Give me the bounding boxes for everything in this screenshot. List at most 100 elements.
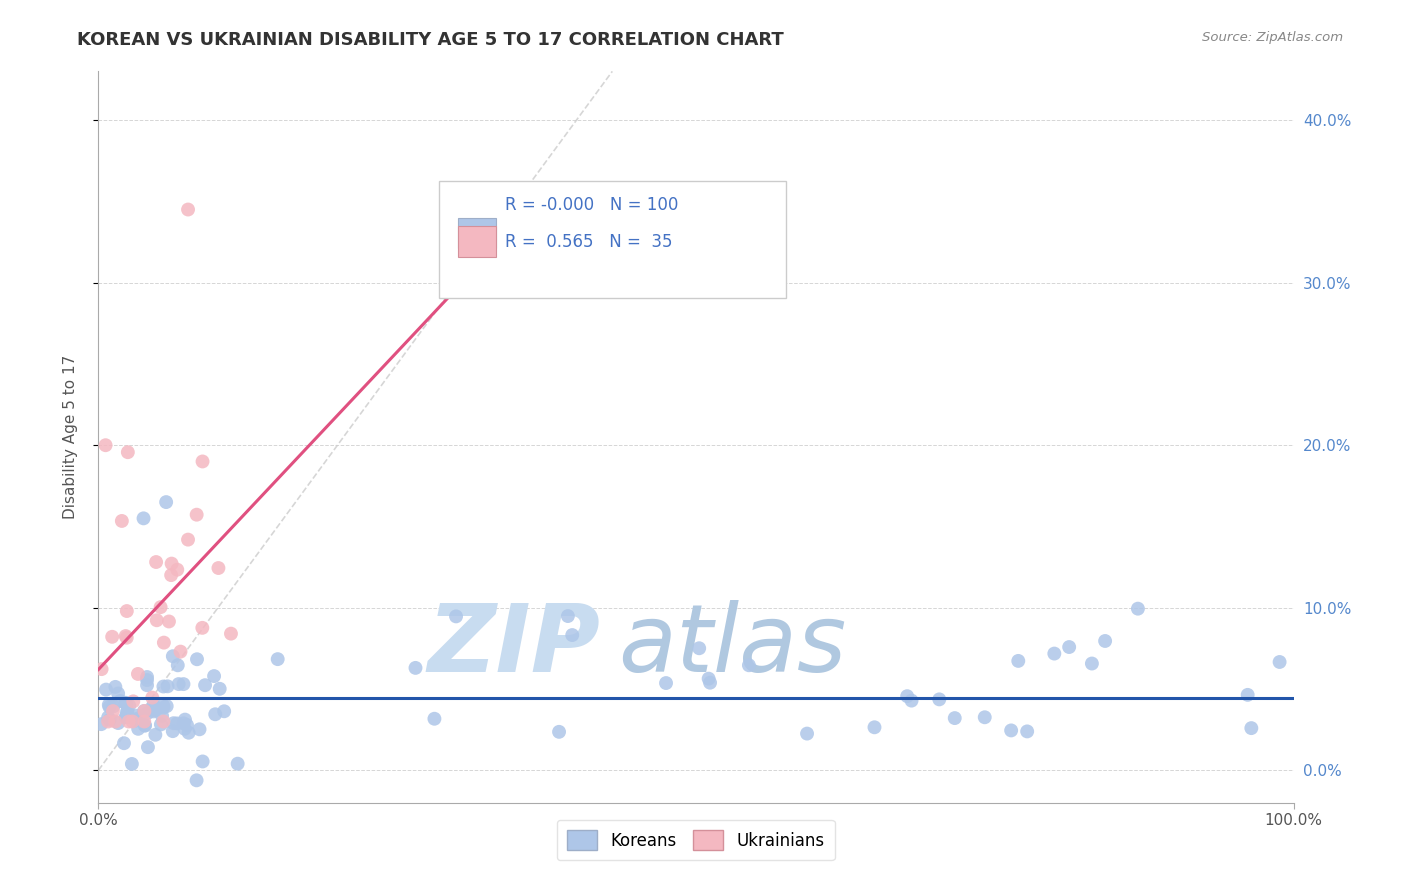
Point — [186, 508, 208, 522]
Point — [115, 710, 138, 724]
Point — [176, 718, 198, 732]
Point — [177, 202, 200, 217]
Point — [136, 670, 159, 684]
Point — [97, 714, 120, 729]
Point — [405, 661, 427, 675]
Y-axis label: Disability Age 5 to 17: Disability Age 5 to 17 — [63, 355, 77, 519]
Point — [127, 708, 149, 723]
Point — [423, 712, 446, 726]
Point — [177, 725, 200, 739]
Point — [152, 680, 174, 694]
Point — [90, 717, 112, 731]
Point — [973, 710, 995, 724]
Point — [114, 629, 136, 643]
Text: R =  0.565   N =  35: R = 0.565 N = 35 — [505, 233, 672, 251]
Point — [863, 720, 886, 734]
Point — [152, 714, 174, 729]
Point — [156, 699, 179, 714]
Point — [145, 703, 167, 717]
Point — [177, 533, 200, 547]
Point — [208, 681, 231, 696]
Point — [896, 689, 918, 703]
Point — [111, 514, 134, 528]
Point — [94, 682, 117, 697]
Point — [1081, 657, 1104, 671]
Point — [108, 694, 131, 708]
Point — [127, 667, 149, 681]
Point — [204, 707, 226, 722]
Point — [104, 714, 127, 729]
Point — [149, 600, 172, 615]
Point — [114, 710, 136, 724]
Point — [117, 445, 139, 459]
Point — [1057, 640, 1080, 654]
Point — [194, 678, 217, 692]
Point — [101, 704, 124, 718]
Point — [115, 709, 138, 723]
Point — [134, 718, 156, 732]
Point — [188, 723, 211, 737]
Text: Source: ZipAtlas.com: Source: ZipAtlas.com — [1202, 31, 1343, 45]
Point — [173, 722, 195, 736]
Point — [162, 724, 184, 739]
FancyBboxPatch shape — [458, 218, 496, 248]
Point — [121, 714, 143, 729]
Point — [115, 631, 138, 645]
Point — [561, 628, 583, 642]
Point — [655, 676, 678, 690]
Point — [145, 613, 167, 627]
Point — [162, 716, 184, 731]
Point — [122, 694, 145, 708]
Point — [267, 652, 290, 666]
Point — [142, 701, 165, 715]
Point — [150, 709, 173, 723]
Text: ZIP: ZIP — [427, 599, 600, 691]
Point — [143, 702, 166, 716]
Point — [226, 756, 249, 771]
Point — [557, 609, 579, 624]
Point — [166, 716, 188, 731]
Point — [149, 717, 172, 731]
Point — [136, 740, 159, 755]
Point — [191, 454, 214, 468]
Point — [97, 710, 120, 724]
Point — [134, 704, 156, 718]
Point — [136, 706, 159, 720]
Point — [1007, 654, 1029, 668]
Point — [104, 680, 127, 694]
Point — [127, 722, 149, 736]
Point — [141, 690, 163, 705]
Point — [155, 495, 177, 509]
Point — [115, 604, 138, 618]
Point — [107, 716, 129, 731]
Legend: Koreans, Ukrainians: Koreans, Ukrainians — [557, 820, 835, 860]
Point — [699, 675, 721, 690]
Point — [142, 698, 165, 712]
Point — [173, 716, 195, 731]
Point — [219, 626, 242, 640]
Point — [153, 635, 176, 649]
FancyBboxPatch shape — [439, 181, 786, 298]
Point — [112, 736, 135, 750]
Point — [167, 677, 190, 691]
Point — [118, 714, 141, 729]
Point — [94, 438, 117, 452]
Point — [169, 645, 191, 659]
Point — [98, 699, 121, 714]
Point — [1000, 723, 1022, 738]
Point — [143, 728, 166, 742]
Point — [900, 693, 922, 707]
Point — [207, 561, 229, 575]
Point — [186, 773, 208, 788]
FancyBboxPatch shape — [458, 227, 496, 257]
Point — [103, 699, 125, 714]
Point — [115, 697, 138, 711]
Text: R = -0.000   N = 100: R = -0.000 N = 100 — [505, 196, 678, 214]
Point — [1240, 721, 1263, 735]
Point — [943, 711, 966, 725]
Point — [186, 652, 208, 666]
Point — [156, 679, 179, 693]
Point — [688, 641, 710, 656]
Point — [134, 718, 156, 732]
Point — [928, 692, 950, 706]
